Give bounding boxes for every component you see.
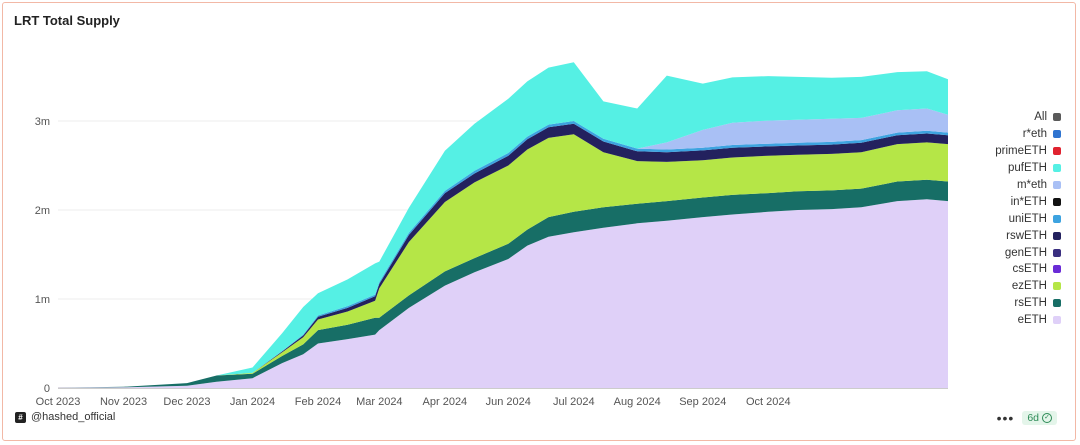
x-tick-label: Oct 2023 [36, 396, 81, 408]
legend-label: primeETH [995, 145, 1047, 158]
legend-label: ezETH [1011, 280, 1047, 293]
x-tick-label: Jan 2024 [230, 396, 275, 408]
x-tick-label: Aug 2024 [614, 396, 661, 408]
chart-legend: All r*eth primeETH pufETH m*eth in*ETH uniETH r… [941, 109, 1061, 329]
series-area-pufETH[interactable] [58, 62, 948, 388]
check-circle-icon: ✓ [1042, 413, 1052, 423]
legend-swatch [1053, 316, 1061, 325]
legend-swatch [1053, 214, 1061, 223]
legend-item[interactable]: in*ETH [941, 193, 1061, 210]
legend-item[interactable]: primeETH [941, 143, 1061, 160]
legend-swatch [1053, 164, 1061, 173]
footer-controls: ••• 6d ✓ [997, 411, 1057, 425]
legend-label: r*eth [1022, 128, 1047, 141]
legend-swatch [1053, 248, 1061, 257]
series-group [58, 62, 948, 388]
series-area-rswETH[interactable] [58, 123, 948, 388]
more-dots-icon[interactable]: ••• [996, 410, 1015, 426]
legend-label: rsETH [1014, 297, 1047, 310]
x-tick-label: Jul 2024 [553, 396, 595, 408]
legend-item[interactable]: pufETH [941, 160, 1061, 177]
legend-swatch [1053, 265, 1061, 274]
series-area-rsETH[interactable] [58, 179, 948, 388]
y-tick-label: 3m [35, 116, 50, 128]
legend-item[interactable]: r*eth [941, 126, 1061, 143]
legend-swatch [1053, 231, 1061, 240]
legend-label: pufETH [1008, 162, 1047, 175]
legend-label: m*eth [1016, 179, 1047, 191]
legend-item[interactable]: All [941, 109, 1061, 126]
legend-swatch [1053, 130, 1061, 139]
legend-item[interactable]: m*eth [941, 177, 1061, 194]
series-area-m*eth[interactable] [58, 108, 948, 388]
chart-title: LRT Total Supply [14, 13, 120, 28]
legend-swatch [1053, 147, 1061, 156]
x-tick-label: Dec 2023 [163, 396, 210, 408]
legend-label: rswETH [1006, 229, 1047, 242]
legend-item[interactable]: ezETH [941, 278, 1061, 295]
series-area-ezETH[interactable] [58, 134, 948, 388]
legend-swatch [1053, 197, 1061, 206]
x-tick-label: Apr 2024 [423, 396, 468, 408]
legend-item[interactable]: eETH [941, 312, 1061, 329]
legend-label: in*ETH [1010, 195, 1047, 208]
legend-label: eETH [1017, 314, 1047, 327]
y-tick-label: 0 [44, 383, 50, 395]
x-tick-label: Jun 2024 [486, 396, 531, 408]
legend-item[interactable]: genETH [941, 244, 1061, 261]
legend-label: uniETH [1008, 212, 1047, 225]
legend-swatch [1053, 181, 1061, 189]
legend-item[interactable]: rsETH [941, 295, 1061, 312]
x-tick-label: Sep 2024 [679, 396, 726, 408]
legend-label: All [1034, 111, 1047, 124]
x-tick-label: Nov 2023 [100, 396, 147, 408]
freshness-badge[interactable]: 6d ✓ [1022, 411, 1057, 425]
legend-label: genETH [1004, 246, 1047, 259]
series-area-eETH[interactable] [58, 199, 948, 388]
freshness-label: 6d [1027, 412, 1039, 424]
author-attribution[interactable]: # @hashed_official [15, 411, 115, 423]
legend-swatch [1053, 113, 1061, 122]
x-tick-label: Feb 2024 [295, 396, 341, 408]
legend-item[interactable]: uniETH [941, 210, 1061, 227]
x-tick-label: Oct 2024 [746, 396, 791, 408]
legend-item[interactable]: rswETH [941, 227, 1061, 244]
author-name: @hashed_official [31, 411, 116, 423]
x-tick-label: Mar 2024 [356, 396, 402, 408]
legend-swatch [1053, 282, 1061, 291]
hash-logo-icon: # [15, 411, 26, 423]
y-tick-label: 2m [35, 205, 50, 217]
legend-swatch [1053, 299, 1061, 308]
y-tick-label: 1m [35, 294, 50, 306]
legend-item[interactable]: csETH [941, 261, 1061, 278]
legend-label: csETH [1012, 263, 1048, 276]
